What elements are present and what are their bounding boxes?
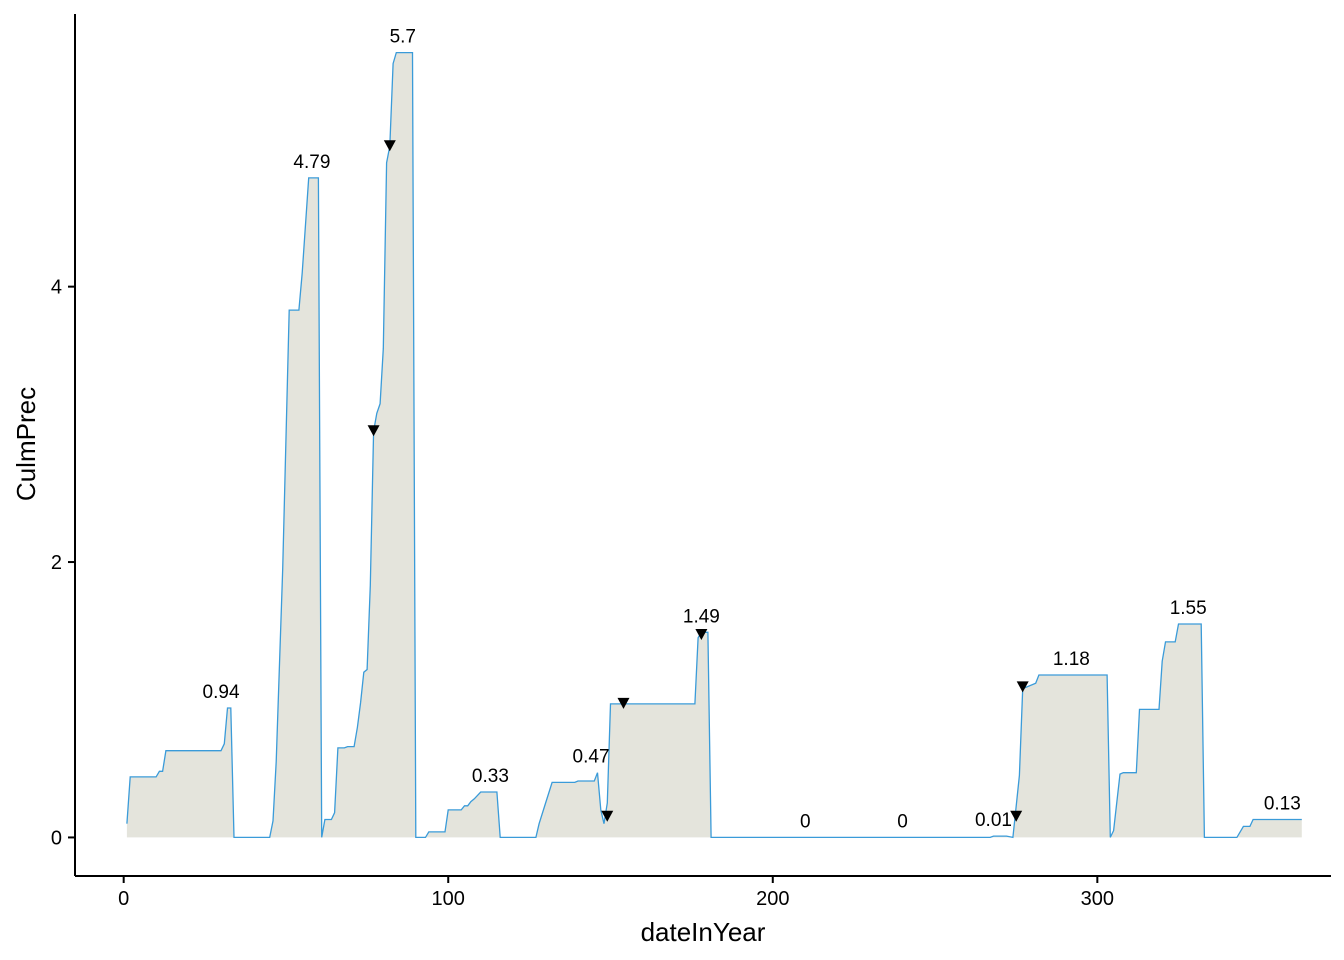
data-label-2: 5.7: [390, 27, 416, 48]
data-label-0: 0.94: [203, 682, 240, 703]
x-tick-label-100: 100: [432, 888, 465, 910]
data-label-6: 0: [800, 811, 811, 832]
data-label-1: 4.79: [293, 152, 330, 173]
x-tick-label-200: 200: [756, 888, 789, 910]
data-label-11: 0.13: [1264, 794, 1301, 815]
y-tick-label-2: 2: [51, 552, 62, 574]
plot-area: 0.94 4.79 5.7 0.33 0.47 1.49 0 0 0.01 1.18 1.55 0.1…: [126, 27, 1302, 839]
triangle-marker-4: [695, 629, 708, 641]
y-tick-label-0: 0: [51, 827, 62, 849]
data-label-8: 0.01: [975, 810, 1012, 831]
triangle-marker-5: [1010, 810, 1023, 822]
y-axis-title: CulmPrec: [11, 387, 41, 501]
y-ticks: 0 2 4: [51, 277, 75, 849]
x-tick-label-0: 0: [118, 888, 129, 910]
x-axis-title: dateInYear: [641, 917, 766, 947]
area-fill: [126, 52, 1302, 838]
triangle-markers: [367, 140, 1029, 822]
triangle-marker-0: [367, 425, 380, 437]
series-line: [126, 51, 1302, 839]
x-tick-label-300: 300: [1081, 888, 1114, 910]
triangle-marker-1: [383, 140, 396, 152]
x-axis: 0 100 200 300: [75, 875, 1331, 910]
x-ticks: 0 100 200 300: [118, 876, 1114, 910]
triangle-marker-3: [617, 697, 630, 709]
data-label-7: 0: [897, 811, 908, 832]
data-labels: 0.94 4.79 5.7 0.33 0.47 1.49 0 0 0.01 1.18 1.55 0.1…: [203, 27, 1301, 833]
y-axis: 0 2 4: [51, 14, 76, 876]
data-label-3: 0.33: [472, 766, 509, 787]
data-label-5: 1.49: [683, 606, 720, 627]
data-label-9: 1.18: [1053, 649, 1090, 670]
triangle-marker-6: [1016, 681, 1029, 693]
y-tick-label-4: 4: [51, 277, 62, 299]
data-label-10: 1.55: [1170, 598, 1207, 619]
triangle-marker-2: [601, 810, 614, 822]
data-label-4: 0.47: [573, 747, 610, 768]
